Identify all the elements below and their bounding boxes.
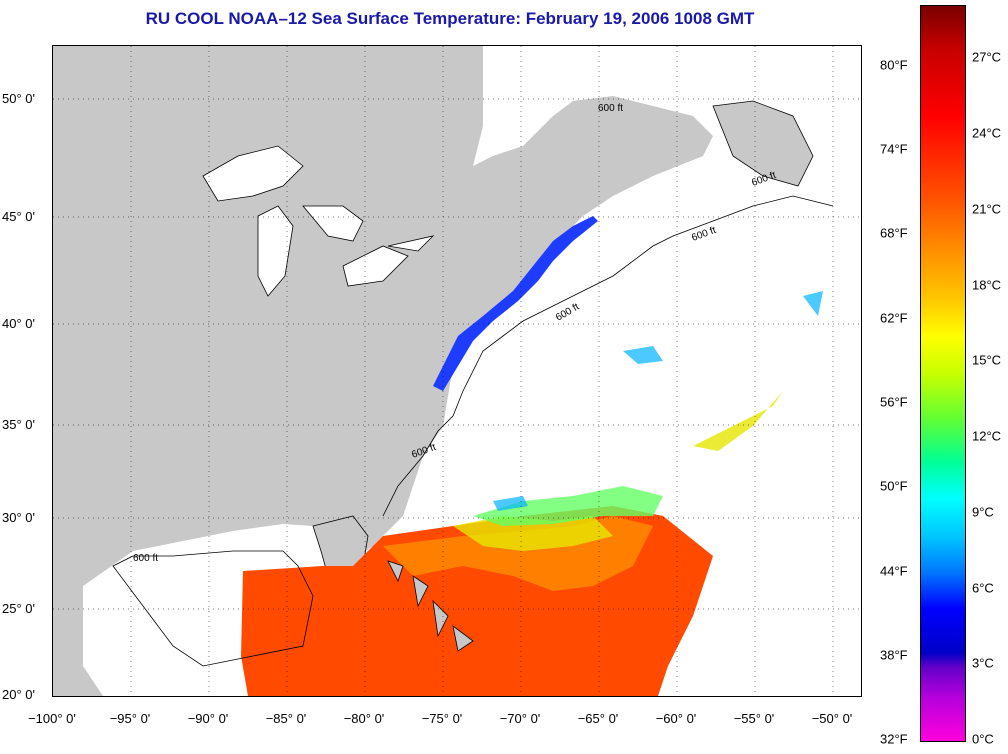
lon-label: −60° 0'	[655, 711, 697, 726]
map-title: RU COOL NOAA–12 Sea Surface Temperature:…	[145, 9, 755, 28]
cool-sst-green	[473, 486, 663, 526]
fahrenheit-tick: 38°F	[880, 647, 908, 663]
temperature-colorbar	[920, 5, 966, 742]
isobath-600ft	[112, 195, 834, 667]
lon-label: −50° 0'	[811, 711, 853, 726]
cold-coastal-sst	[433, 216, 598, 391]
map-grid	[53, 46, 861, 696]
lon-label: −85° 0'	[265, 711, 307, 726]
lat-label: 20° 0'	[2, 687, 35, 702]
contour-label: 600 ft	[133, 553, 158, 564]
celsius-tick: 12°C	[972, 428, 1002, 444]
lat-label: 30° 0'	[2, 510, 35, 525]
celsius-tick: 21°C	[972, 201, 1002, 217]
celsius-tick: 24°C	[972, 125, 1002, 141]
celsius-tick: 9°C	[972, 504, 994, 520]
fahrenheit-tick: 50°F	[880, 478, 908, 494]
lon-label: −95° 0'	[109, 711, 151, 726]
lon-label: −80° 0'	[343, 711, 385, 726]
celsius-tick: 15°C	[972, 352, 1002, 368]
bahamas-islands	[387, 560, 474, 652]
celsius-tick: 18°C	[972, 277, 1002, 293]
lon-label: −75° 0'	[421, 711, 463, 726]
lon-label: −70° 0'	[499, 711, 541, 726]
newfoundland	[712, 100, 814, 187]
lat-label: 45° 0'	[2, 209, 35, 224]
atlantic-ocean	[243, 46, 861, 696]
sst-map: 600 ft 600 ft 600 ft 600 ft 600 ft 600 f…	[52, 45, 862, 697]
fahrenheit-tick: 74°F	[880, 141, 908, 157]
celsius-tick: 3°C	[972, 655, 994, 671]
map-canvas: 600 ft 600 ft 600 ft 600 ft 600 ft 600 f…	[53, 46, 861, 696]
lat-label: 40° 0'	[2, 316, 35, 331]
lat-label: 50° 0'	[2, 91, 35, 106]
mild-sst-yellow	[453, 391, 783, 551]
fahrenheit-tick: 56°F	[880, 394, 908, 410]
lat-label: 25° 0'	[2, 601, 35, 616]
fahrenheit-tick: 80°F	[880, 57, 908, 73]
lon-label: −90° 0'	[187, 711, 229, 726]
celsius-tick: 6°C	[972, 580, 994, 596]
fahrenheit-tick: 68°F	[880, 225, 908, 241]
fahrenheit-tick: 32°F	[880, 731, 908, 747]
lon-label: −55° 0'	[733, 711, 775, 726]
celsius-tick: 0°C	[972, 731, 994, 747]
contour-label: 600 ft	[598, 103, 623, 114]
lat-label: 35° 0'	[2, 417, 35, 432]
lon-label: −65° 0'	[577, 711, 619, 726]
great-lakes	[202, 145, 435, 297]
celsius-tick: 27°C	[972, 49, 1002, 65]
fahrenheit-tick: 62°F	[880, 310, 908, 326]
fahrenheit-tick: 44°F	[880, 563, 908, 579]
lon-label: −100° 0'	[28, 711, 76, 726]
